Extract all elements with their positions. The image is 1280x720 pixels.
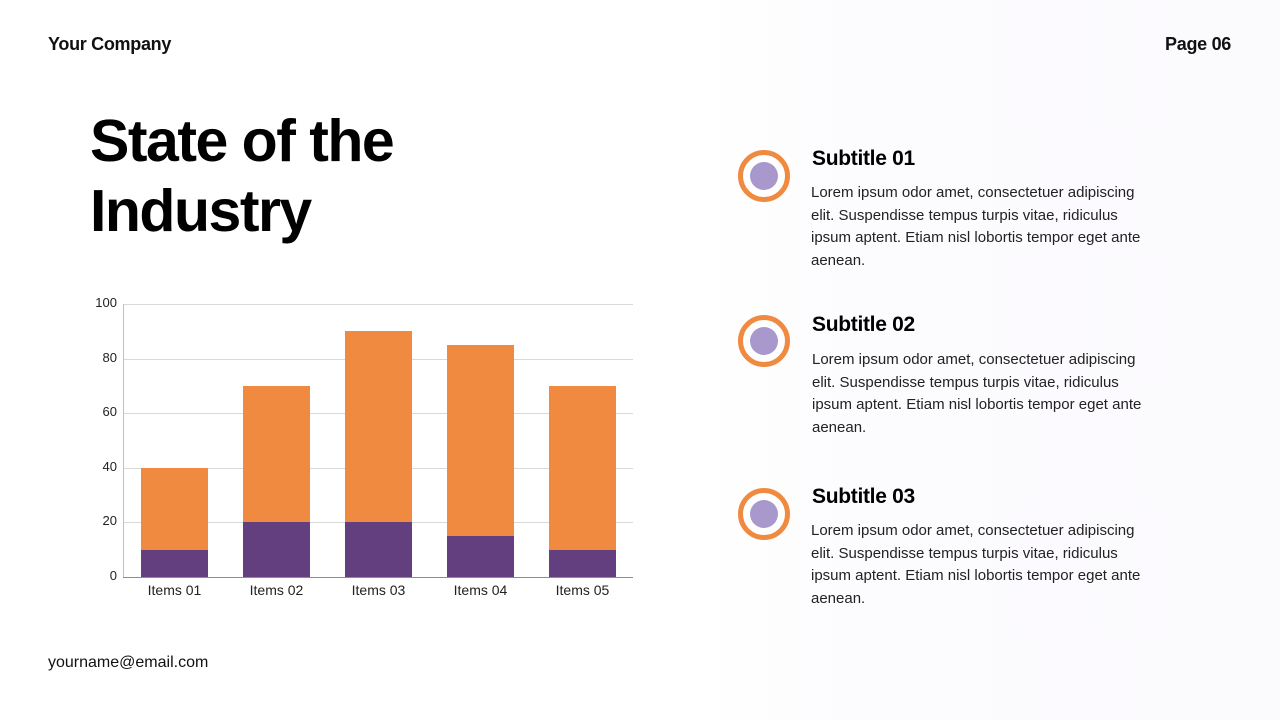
right-panel-background <box>700 0 1280 720</box>
item-body: Lorem ipsum odor amet, consectetuer adip… <box>812 351 1142 436</box>
y-tick-label: 0 <box>109 568 117 583</box>
gridline <box>124 304 633 305</box>
bar-segment-series-1 <box>447 536 514 577</box>
title-line-2: Industry <box>90 178 312 244</box>
bullet-circle-icon <box>738 315 790 367</box>
bar-items-01 <box>141 467 208 577</box>
bar-segment-series-1 <box>141 549 208 577</box>
item-subtitle: Subtitle 03 <box>812 485 915 508</box>
bullet-circle-icon <box>738 150 790 202</box>
x-tick-label: Items 03 <box>351 582 406 598</box>
item-subtitle: Subtitle 02 <box>812 313 915 336</box>
item-subtitle: Subtitle 01 <box>812 147 915 170</box>
bar-items-03 <box>345 331 412 577</box>
x-tick-label: Items 05 <box>555 582 610 598</box>
x-tick-label: Items 02 <box>249 582 304 598</box>
y-tick-label: 100 <box>95 295 117 310</box>
bar-segment-series-2 <box>345 331 412 523</box>
bar-segment-series-2 <box>141 467 208 550</box>
bar-segment-series-1 <box>549 549 616 577</box>
y-tick-label: 80 <box>102 350 117 365</box>
bar-segment-series-2 <box>243 385 310 523</box>
bar-segment-series-1 <box>243 522 310 577</box>
bullet-circle-icon <box>738 488 790 540</box>
item-body: Lorem ipsum odor amet, consectetuer adip… <box>811 522 1141 607</box>
y-axis <box>123 304 124 578</box>
y-tick-label: 20 <box>102 513 117 528</box>
y-tick-label: 60 <box>102 404 117 419</box>
stacked-bar-chart: 0 20 40 60 80 100 Items 01 Items 02 Items 03 Item… <box>0 0 700 640</box>
title-line-1: State of the <box>90 108 395 174</box>
bar-items-02 <box>243 385 310 577</box>
x-tick-label: Items 04 <box>453 582 508 598</box>
y-tick-label: 40 <box>102 459 117 474</box>
page-number: Page 06 <box>1165 34 1231 54</box>
page-title: State of the Industry <box>90 106 395 246</box>
item-body: Lorem ipsum odor amet, consectetuer adip… <box>811 184 1141 269</box>
bar-segment-series-2 <box>549 385 616 550</box>
bar-segment-series-1 <box>345 522 412 577</box>
x-axis <box>123 577 633 578</box>
x-tick-label: Items 01 <box>147 582 202 598</box>
bar-segment-series-2 <box>447 344 514 537</box>
bar-items-05 <box>549 385 616 577</box>
contact-email: yourname@email.com <box>48 654 209 671</box>
company-name: Your Company <box>48 34 172 54</box>
bar-items-04 <box>447 344 514 577</box>
